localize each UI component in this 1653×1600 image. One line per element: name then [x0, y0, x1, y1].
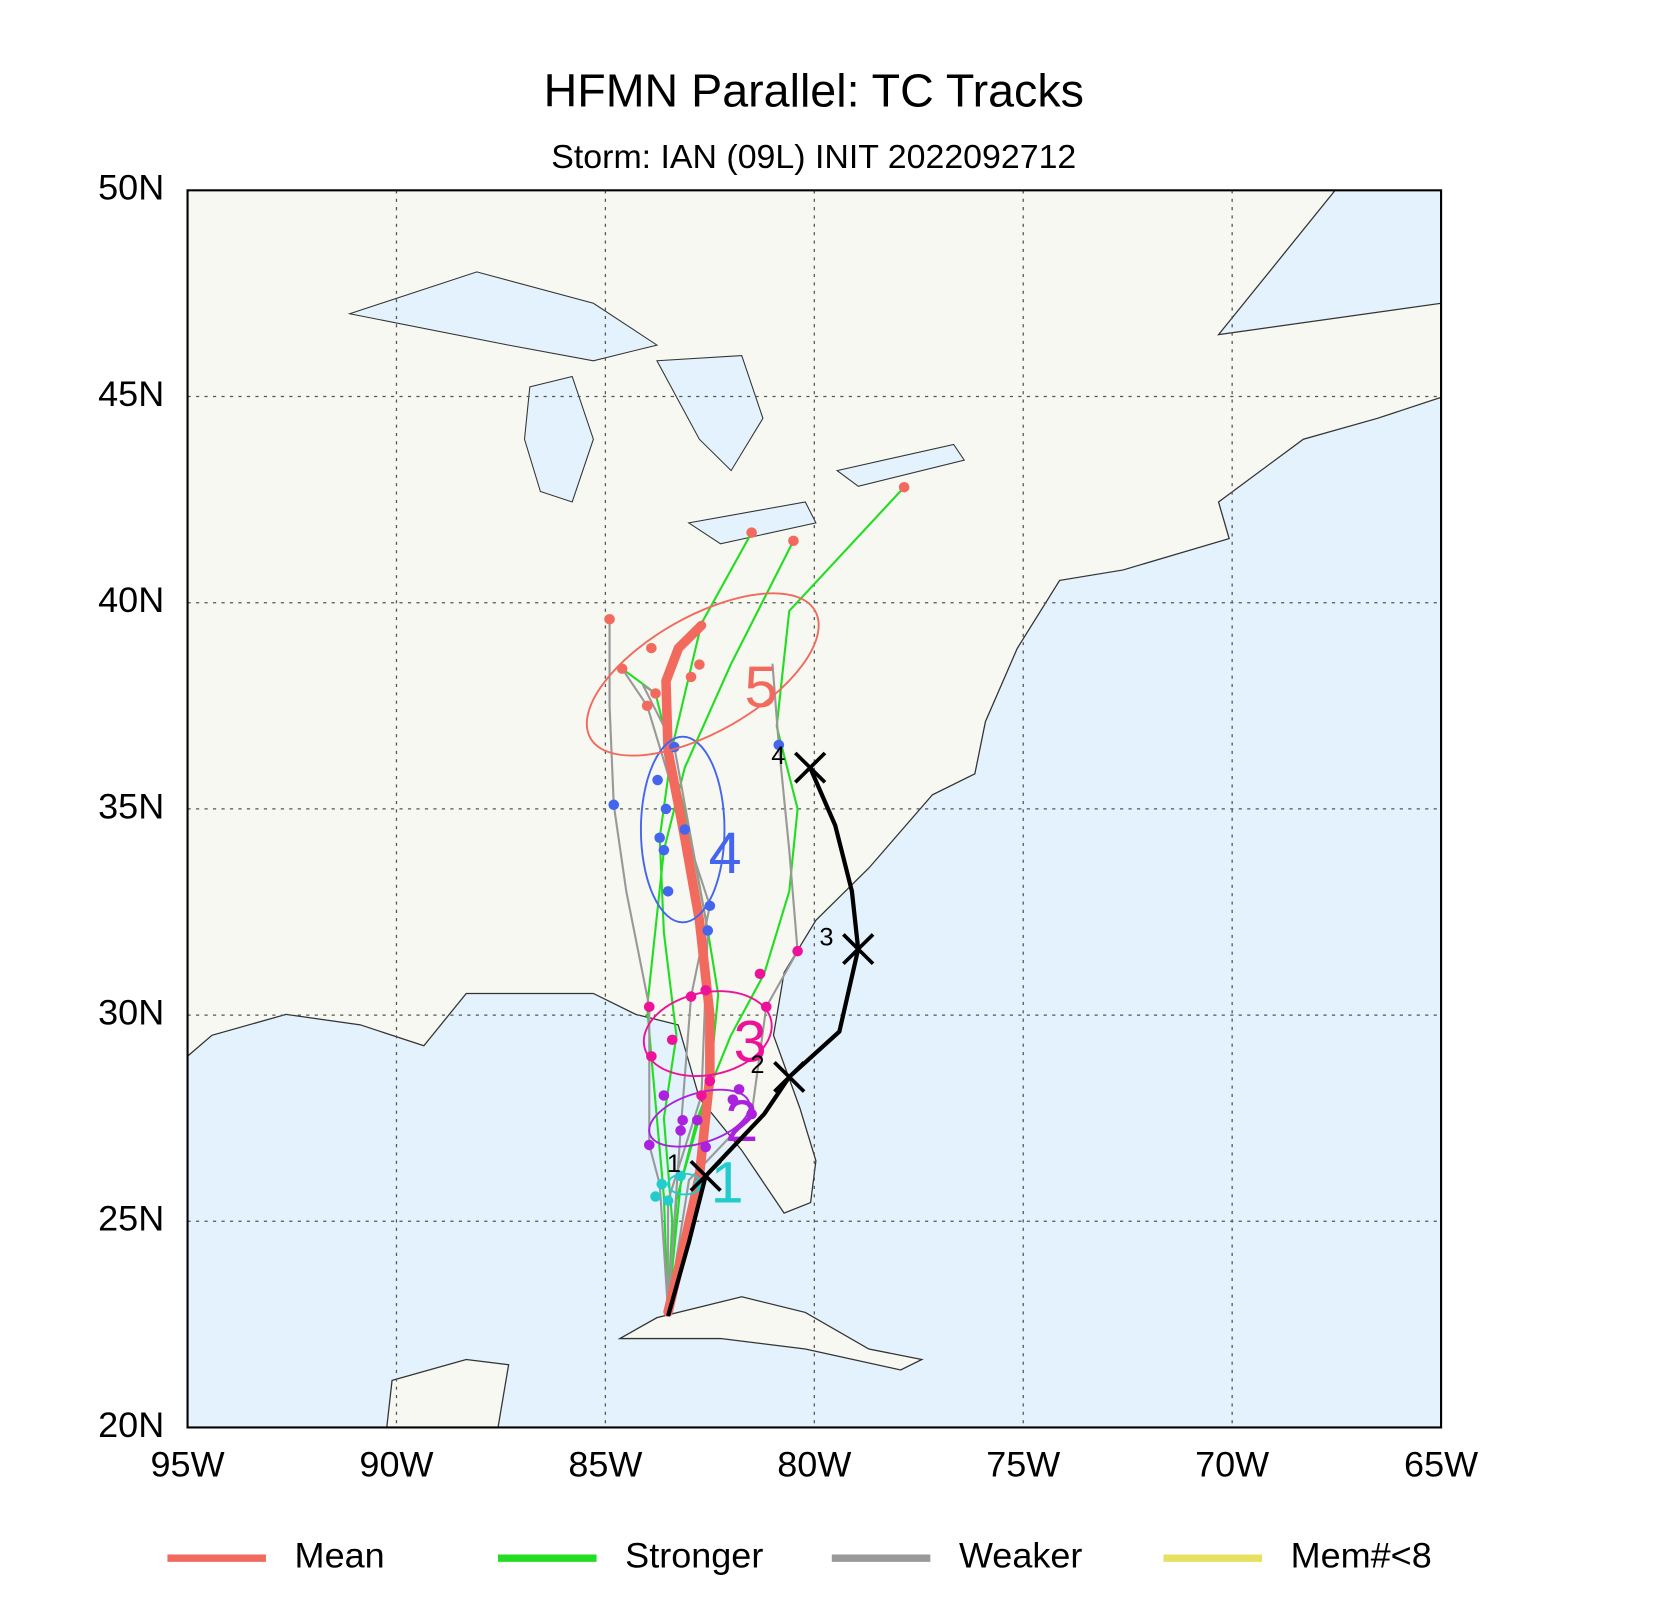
- legend-label: Mem#<8: [1291, 1536, 1432, 1576]
- member-position: [643, 1001, 655, 1013]
- y-tick-label: 25N: [98, 1199, 164, 1239]
- member-position: [773, 739, 785, 751]
- member-position: [677, 1115, 688, 1126]
- member-position: [666, 1034, 678, 1046]
- chart-title: HFMN Parallel: TC Tracks: [544, 65, 1084, 117]
- x-tick-label: 70W: [1195, 1445, 1269, 1485]
- legend-label: Mean: [295, 1536, 385, 1576]
- member-position: [694, 659, 705, 670]
- member-position: [727, 1094, 739, 1105]
- member-position: [685, 991, 697, 1002]
- official-marker-label: 4: [771, 742, 785, 770]
- member-position: [685, 671, 697, 683]
- y-tick-label: 20N: [98, 1405, 164, 1445]
- member-position: [662, 1195, 674, 1206]
- member-position: [700, 1141, 711, 1153]
- member-position: [616, 663, 628, 674]
- member-position: [650, 688, 661, 699]
- member-track: [646, 539, 795, 1314]
- spread-ellipse: [642, 990, 773, 1078]
- member-position: [696, 1090, 707, 1101]
- map-frame: [186, 189, 1443, 1429]
- member-position: [746, 1108, 757, 1120]
- member-position: [760, 1001, 772, 1013]
- x-tick-label: 95W: [151, 1445, 225, 1485]
- member-position: [675, 1170, 686, 1182]
- member-position: [608, 799, 620, 810]
- member-position: [675, 1125, 686, 1136]
- official-marker-label: 3: [819, 923, 833, 951]
- member-position: [746, 527, 757, 538]
- chart-subtitle: Storm: IAN (09L) INIT 2022092712: [551, 139, 1076, 176]
- member-position: [679, 824, 691, 835]
- y-tick-label: 35N: [98, 786, 164, 826]
- member-position: [704, 1075, 716, 1087]
- member-position: [652, 774, 663, 786]
- member-track: [621, 667, 720, 1314]
- y-tick-label: 45N: [98, 374, 164, 414]
- x-tick-label: 75W: [986, 1445, 1060, 1485]
- member-position: [643, 1139, 655, 1151]
- member-position: [662, 886, 674, 897]
- x-tick-label: 85W: [568, 1445, 642, 1485]
- spread-ellipse: [648, 1088, 751, 1148]
- official-marker: [689, 1159, 722, 1192]
- official-marker-label: 2: [750, 1051, 764, 1079]
- legend-label: Stronger: [625, 1536, 763, 1576]
- member-position: [654, 832, 666, 843]
- member-position: [658, 1090, 670, 1101]
- member-position: [704, 900, 716, 912]
- member-position: [692, 1115, 703, 1126]
- day-label: 2: [725, 1089, 758, 1154]
- member-position: [646, 1051, 657, 1062]
- member-position: [788, 535, 799, 547]
- official-marker: [793, 751, 827, 784]
- member-track: [608, 618, 670, 1314]
- spread-ellipse: [639, 735, 726, 924]
- member-position: [733, 1084, 745, 1095]
- member-position: [658, 844, 670, 856]
- day-label: 3: [734, 1010, 767, 1075]
- member-position: [650, 1191, 661, 1202]
- cuba: [617, 1296, 924, 1371]
- legend-label: Weaker: [959, 1536, 1083, 1576]
- y-tick-label: 30N: [98, 993, 164, 1033]
- x-tick-label: 65W: [1404, 1445, 1478, 1485]
- day-label: 5: [745, 656, 778, 721]
- mean-track: [661, 620, 715, 1317]
- official-track: [666, 766, 861, 1317]
- member-position: [604, 613, 615, 625]
- official-marker: [842, 933, 875, 966]
- member-position: [898, 482, 910, 493]
- y-tick-label: 40N: [98, 580, 164, 620]
- great-lakes: [347, 271, 966, 545]
- spread-ellipse: [585, 592, 820, 757]
- member-position: [656, 1178, 668, 1190]
- official-marker: [773, 1061, 806, 1093]
- yucatan: [386, 1358, 510, 1428]
- member-position: [754, 968, 766, 980]
- official-marker-label: 1: [667, 1150, 681, 1178]
- member-position: [700, 985, 711, 996]
- member-position: [792, 945, 803, 957]
- day-label: 4: [709, 821, 742, 886]
- member-position: [702, 925, 714, 936]
- member-position: [646, 642, 657, 654]
- y-tick-label: 50N: [98, 168, 164, 208]
- member-position: [660, 803, 672, 815]
- member-position: [641, 700, 653, 712]
- x-tick-label: 90W: [359, 1445, 433, 1485]
- x-tick-label: 80W: [777, 1445, 851, 1485]
